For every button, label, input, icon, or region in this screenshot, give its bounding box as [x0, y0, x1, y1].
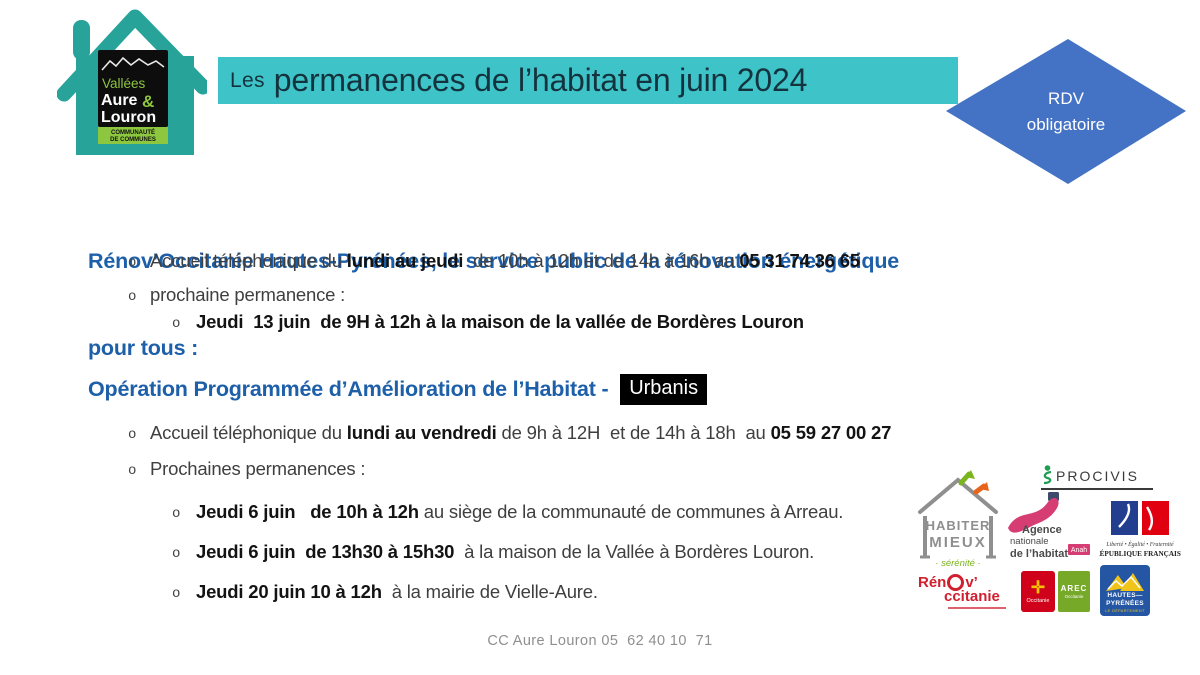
list-item: o prochaine permanence : — [128, 283, 345, 309]
mountain-ridge-icon — [101, 56, 165, 71]
habiter-mieux-logo: HABITER MIEUX · sérénité · — [918, 470, 998, 569]
bullet-marker: o — [128, 463, 137, 479]
logo-ampersand: & — [142, 92, 154, 111]
hp-line2: PYRÉNÉES — [1106, 600, 1144, 607]
bullet-marker: o — [128, 289, 137, 305]
bullet-text: Jeudi 6 juin de 10h à 12h au siège de la… — [196, 501, 844, 522]
bullet-text: prochaine permanence : — [150, 284, 346, 305]
renov-o-ring-icon — [947, 574, 965, 591]
procivis-name: PROCIVIS — [1056, 467, 1139, 484]
hm-green-arrowhead — [966, 470, 975, 479]
logo-vallees: Vallées — [102, 76, 146, 91]
hm-orange-arrowhead — [980, 482, 989, 491]
anah-ribbon-icon — [1008, 497, 1059, 533]
bullet-text: Accueil téléphonique du lundi au vendred… — [150, 422, 892, 443]
renov-tagline-bar — [948, 607, 1006, 609]
section2-heading-text: Opération Programmée d’Amélioration de l… — [88, 377, 615, 401]
bullet-marker: o — [172, 586, 181, 602]
bullet-marker: o — [172, 546, 181, 562]
diamond-shape-icon — [946, 39, 1186, 184]
hm-tagline: · sérénité · — [935, 558, 980, 569]
procivis-person-icon — [1043, 465, 1052, 485]
hp-line1: HAUTES— — [1107, 592, 1143, 599]
list-item: o Jeudi 20 juin 10 à 12h à la mairie de … — [172, 580, 598, 606]
footer-contact: CC Aure Louron 05 62 40 10 71 — [487, 633, 713, 649]
bullet-marker: o — [172, 316, 181, 332]
logo-band-line1: COMMUNAUTÉ — [111, 128, 155, 136]
anah-l3: de l’habitat — [1010, 548, 1068, 560]
rdv-badge-line1: RDV — [1048, 89, 1084, 108]
anah-l1: Agence — [1022, 524, 1062, 536]
cc-aure-louron-logo: Vallées Aure & Louron COMMUNAUTÉ DE COMM… — [57, 9, 207, 155]
title-prefix: Les — [230, 68, 265, 92]
bullet-text: Jeudi 20 juin 10 à 12h à la mairie de Vi… — [196, 581, 598, 602]
page-title: permanences de l’habitat en juin 2024 — [273, 62, 808, 98]
section1-heading: Rénov’Occitanie Hautes-Pyrénées, le serv… — [88, 189, 899, 421]
section2-heading: Opération Programmée d’Amélioration de l… — [88, 374, 708, 405]
renov-part2: v’ — [965, 574, 978, 591]
logo-chimney — [73, 20, 90, 60]
hp-mountains-icon — [1106, 573, 1144, 591]
rf-name: RÉPUBLIQUE FRANÇAISE — [1099, 548, 1181, 558]
urbanis-logo: Urbanis — [620, 374, 708, 405]
procivis-logo: PROCIVIS — [1041, 464, 1153, 490]
occitan-cross-icon: ✛ — [1030, 578, 1046, 597]
hm-line2: MIEUX — [929, 534, 987, 551]
logo-louron: Louron — [101, 109, 156, 126]
logo-green-band — [98, 127, 168, 144]
bullet-text: Jeudi 6 juin de 13h30 à 15h30 à la maiso… — [196, 541, 815, 562]
arec-name: AREC — [1060, 584, 1088, 593]
anah-badge-box — [1068, 544, 1090, 555]
renov-occitanie-logo: Rén v’ ccitanie — [918, 574, 1020, 612]
list-item: o Prochaines permanences : — [128, 457, 365, 483]
logo-band-line2: DE COMMUNES — [110, 137, 156, 143]
rf-marianne-icon — [1118, 503, 1131, 528]
section1-heading-line2: pour tous : — [88, 336, 199, 360]
occitanie-logo: ✛ Occitanie — [1021, 571, 1055, 612]
list-item: o Accueil téléphonique du lundi au vendr… — [128, 421, 891, 447]
renov-line2: ccitanie — [944, 588, 1000, 605]
list-item: o Accueil téléphonique du lundi au jeudi… — [128, 249, 860, 275]
renov-line1: Rén v’ — [918, 574, 1020, 591]
rdv-badge-line2: obligatoire — [1026, 115, 1106, 134]
arec-sub: Occitanie — [1064, 594, 1084, 599]
republique-francaise-logo: Liberté • Égalité • Fraternité RÉPUBLIQU… — [1099, 501, 1181, 558]
rf-marianne-icon2 — [1145, 506, 1154, 531]
anah-l2: nationale — [1010, 536, 1049, 547]
rf-red-block — [1142, 501, 1169, 535]
arec-logo: AREC Occitanie — [1058, 571, 1090, 612]
section1-heading-line1: Rénov’Occitanie Hautes-Pyrénées, le serv… — [88, 249, 900, 273]
occitanie-name: Occitanie — [1026, 598, 1050, 604]
bullet-text: Accueil téléphonique du lundi au jeudi d… — [150, 250, 860, 271]
logo-black-panel — [98, 50, 168, 127]
renov-part1: Rén — [918, 574, 947, 591]
rdv-badge: RDV obligatoire — [944, 38, 1188, 186]
hp-sub: LE DÉPARTEMENT — [1105, 609, 1145, 613]
bullet-text: Prochaines permanences : — [150, 458, 366, 479]
anah-logo: Agence nationale de l’habitat Anah — [1008, 492, 1090, 560]
list-item: o Jeudi 6 juin de 10h à 12h au siège de … — [172, 500, 843, 526]
hm-line1: HABITER — [926, 518, 991, 533]
rf-blue-block — [1111, 501, 1138, 535]
hm-roof — [918, 477, 998, 514]
title-banner: Les permanences de l’habitat en juin 202… — [218, 57, 958, 104]
hautes-pyrenees-logo: HAUTES— PYRÉNÉES LE DÉPARTEMENT — [1100, 565, 1150, 616]
bullet-marker: o — [128, 255, 137, 271]
bullet-marker: o — [128, 427, 137, 443]
rdv-badge-text: RDV obligatoire — [944, 86, 1188, 138]
bullet-text: Jeudi 13 juin de 9H à 12h à la maison de… — [196, 311, 804, 332]
anah-badge: Anah — [1071, 547, 1087, 554]
bullet-marker: o — [172, 506, 181, 522]
logo-aure: Aure — [101, 92, 138, 109]
list-item: o Jeudi 6 juin de 13h30 à 15h30 à la mai… — [172, 540, 814, 566]
rf-motto: Liberté • Égalité • Fraternité — [1105, 540, 1174, 548]
list-item: o Jeudi 13 juin de 9H à 12h à la maison … — [172, 310, 804, 336]
